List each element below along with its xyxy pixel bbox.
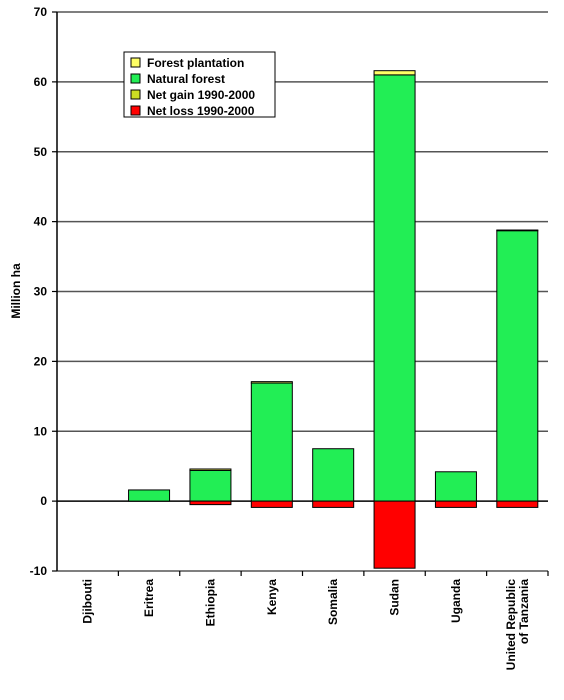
x-tick-label-line: Eritrea [142, 579, 156, 617]
y-tick-label: 30 [34, 285, 48, 299]
bar-segment [250, 500, 293, 508]
legend-box [123, 51, 276, 118]
legend-label: Forest plantation [147, 56, 244, 70]
bar-segment [189, 500, 232, 506]
x-tick-label-line: Somalia [326, 579, 340, 625]
bar-segment [128, 489, 171, 502]
bar-segment [496, 500, 539, 508]
x-tick-label-line: Ethiopia [203, 579, 217, 627]
legend-swatch [130, 57, 141, 68]
y-tick-label: 60 [34, 75, 48, 89]
x-tick-label-line: Kenya [265, 579, 279, 615]
x-tick-label-line: of Tanzania [517, 579, 531, 644]
y-tick-labels: -10 0 10 20 30 40 50 60 70 [30, 5, 57, 578]
y-tick-label: 0 [40, 494, 47, 508]
bars [128, 70, 539, 569]
bar-segment [434, 500, 477, 508]
x-tick-label: Somalia [326, 579, 340, 625]
bar-segment [496, 229, 539, 232]
y-tick-label: 50 [34, 145, 48, 159]
y-tick-label: 70 [34, 5, 48, 19]
x-tick-label-line: Djibouti [81, 579, 95, 624]
x-tick-label-line: Sudan [388, 579, 402, 616]
x-tick-label: Kenya [265, 579, 279, 615]
x-tick-label: Djibouti [81, 579, 95, 624]
x-tick-label-line: United Republic [504, 579, 518, 671]
legend-swatch [130, 105, 141, 116]
y-tick-label: -10 [30, 564, 48, 578]
legend-label: Natural forest [147, 72, 225, 86]
bar-segment [373, 70, 416, 76]
bar-segment [250, 382, 293, 502]
x-tick-label: Ethiopia [203, 579, 217, 627]
x-tick-label-line: Uganda [449, 579, 463, 623]
x-tick-label: Sudan [388, 579, 402, 616]
bar-segment [312, 448, 355, 502]
y-tick-label: 20 [34, 354, 48, 368]
legend-label: Net gain 1990-2000 [147, 88, 255, 102]
bar-segment [496, 230, 539, 502]
legend: Forest plantation Natural forest Net gain … [123, 51, 276, 118]
bar-segment [312, 500, 355, 508]
bar-segment [373, 74, 416, 502]
x-tick-label: Eritrea [142, 579, 156, 617]
legend-label: Net loss 1990-2000 [147, 104, 255, 118]
x-tick-label: United Republicof Tanzania [504, 579, 531, 671]
bar-segment [189, 468, 232, 471]
bar-segment [189, 469, 232, 502]
bar-segment [250, 381, 293, 384]
legend-swatch [130, 73, 141, 84]
bar-segment [434, 471, 477, 502]
x-tick-label: Uganda [449, 579, 463, 623]
y-axis-label: Million ha [9, 263, 23, 319]
legend-swatch [130, 89, 141, 100]
bar-segment [373, 500, 416, 569]
y-tick-label: 10 [34, 424, 48, 438]
x-tick-labels: Djibouti Eritrea Ethiopia Kenya Somalia Sudan… [81, 571, 549, 671]
y-tick-label: 40 [34, 215, 48, 229]
